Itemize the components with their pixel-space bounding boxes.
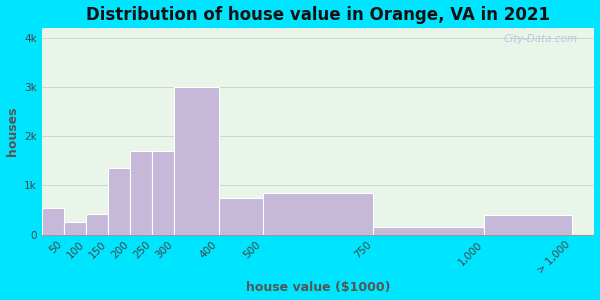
Bar bbox=[484, 215, 572, 235]
Bar bbox=[86, 214, 108, 235]
Bar bbox=[108, 168, 130, 235]
Title: Distribution of house value in Orange, VA in 2021: Distribution of house value in Orange, V… bbox=[86, 6, 550, 24]
Bar bbox=[152, 151, 175, 235]
X-axis label: house value ($1000): house value ($1000) bbox=[246, 281, 391, 294]
Bar bbox=[175, 87, 218, 235]
Bar bbox=[263, 193, 373, 235]
Bar bbox=[42, 208, 64, 235]
Bar bbox=[218, 198, 263, 235]
Text: City-Data.com: City-Data.com bbox=[504, 34, 578, 44]
Bar bbox=[373, 227, 484, 235]
Y-axis label: houses: houses bbox=[5, 106, 19, 156]
Bar bbox=[64, 222, 86, 235]
Bar bbox=[130, 151, 152, 235]
